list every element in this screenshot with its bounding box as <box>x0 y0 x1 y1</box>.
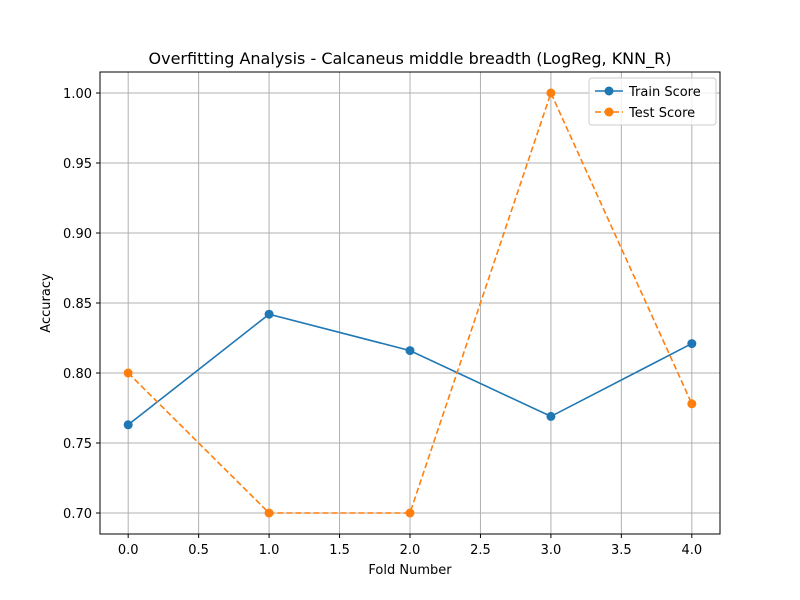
y-axis-label: Accuracy <box>39 273 54 333</box>
data-point-train-score <box>687 339 696 348</box>
data-point-test-score <box>265 509 274 518</box>
data-point-test-score <box>546 89 555 98</box>
y-tick-label: 0.80 <box>63 367 92 382</box>
y-tick-label: 0.75 <box>63 437 92 452</box>
data-point-test-score <box>687 399 696 408</box>
data-point-train-score <box>546 412 555 421</box>
y-tick-label: 0.85 <box>63 297 92 312</box>
x-tick-label: 3.5 <box>611 543 632 558</box>
data-point-test-score <box>124 369 133 378</box>
x-tick-label: 0.0 <box>118 543 139 558</box>
x-tick-label: 1.0 <box>259 543 280 558</box>
data-point-test-score <box>406 509 415 518</box>
legend: Train Score Test Score <box>589 78 716 125</box>
data-point-train-score <box>124 420 133 429</box>
chart-title: Overfitting Analysis - Calcaneus middle … <box>149 49 672 69</box>
x-axis-label: Fold Number <box>368 563 452 578</box>
y-tick-label: 0.95 <box>63 157 92 172</box>
data-point-train-score <box>265 310 274 319</box>
y-tick-label: 0.70 <box>63 507 92 522</box>
legend-label: Train Score <box>628 85 701 100</box>
data-point-train-score <box>406 346 415 355</box>
y-tick-label: 1.00 <box>63 87 92 102</box>
x-tick-label: 2.0 <box>400 543 421 558</box>
legend-label: Test Score <box>628 106 695 121</box>
legend-marker <box>605 108 614 117</box>
x-tick-label: 0.5 <box>188 543 209 558</box>
x-tick-label: 1.5 <box>329 543 350 558</box>
x-tick-label: 4.0 <box>681 543 702 558</box>
x-tick-label: 2.5 <box>470 543 491 558</box>
y-tick-label: 0.90 <box>63 227 92 242</box>
legend-marker <box>605 87 614 96</box>
x-tick-label: 3.0 <box>541 543 562 558</box>
